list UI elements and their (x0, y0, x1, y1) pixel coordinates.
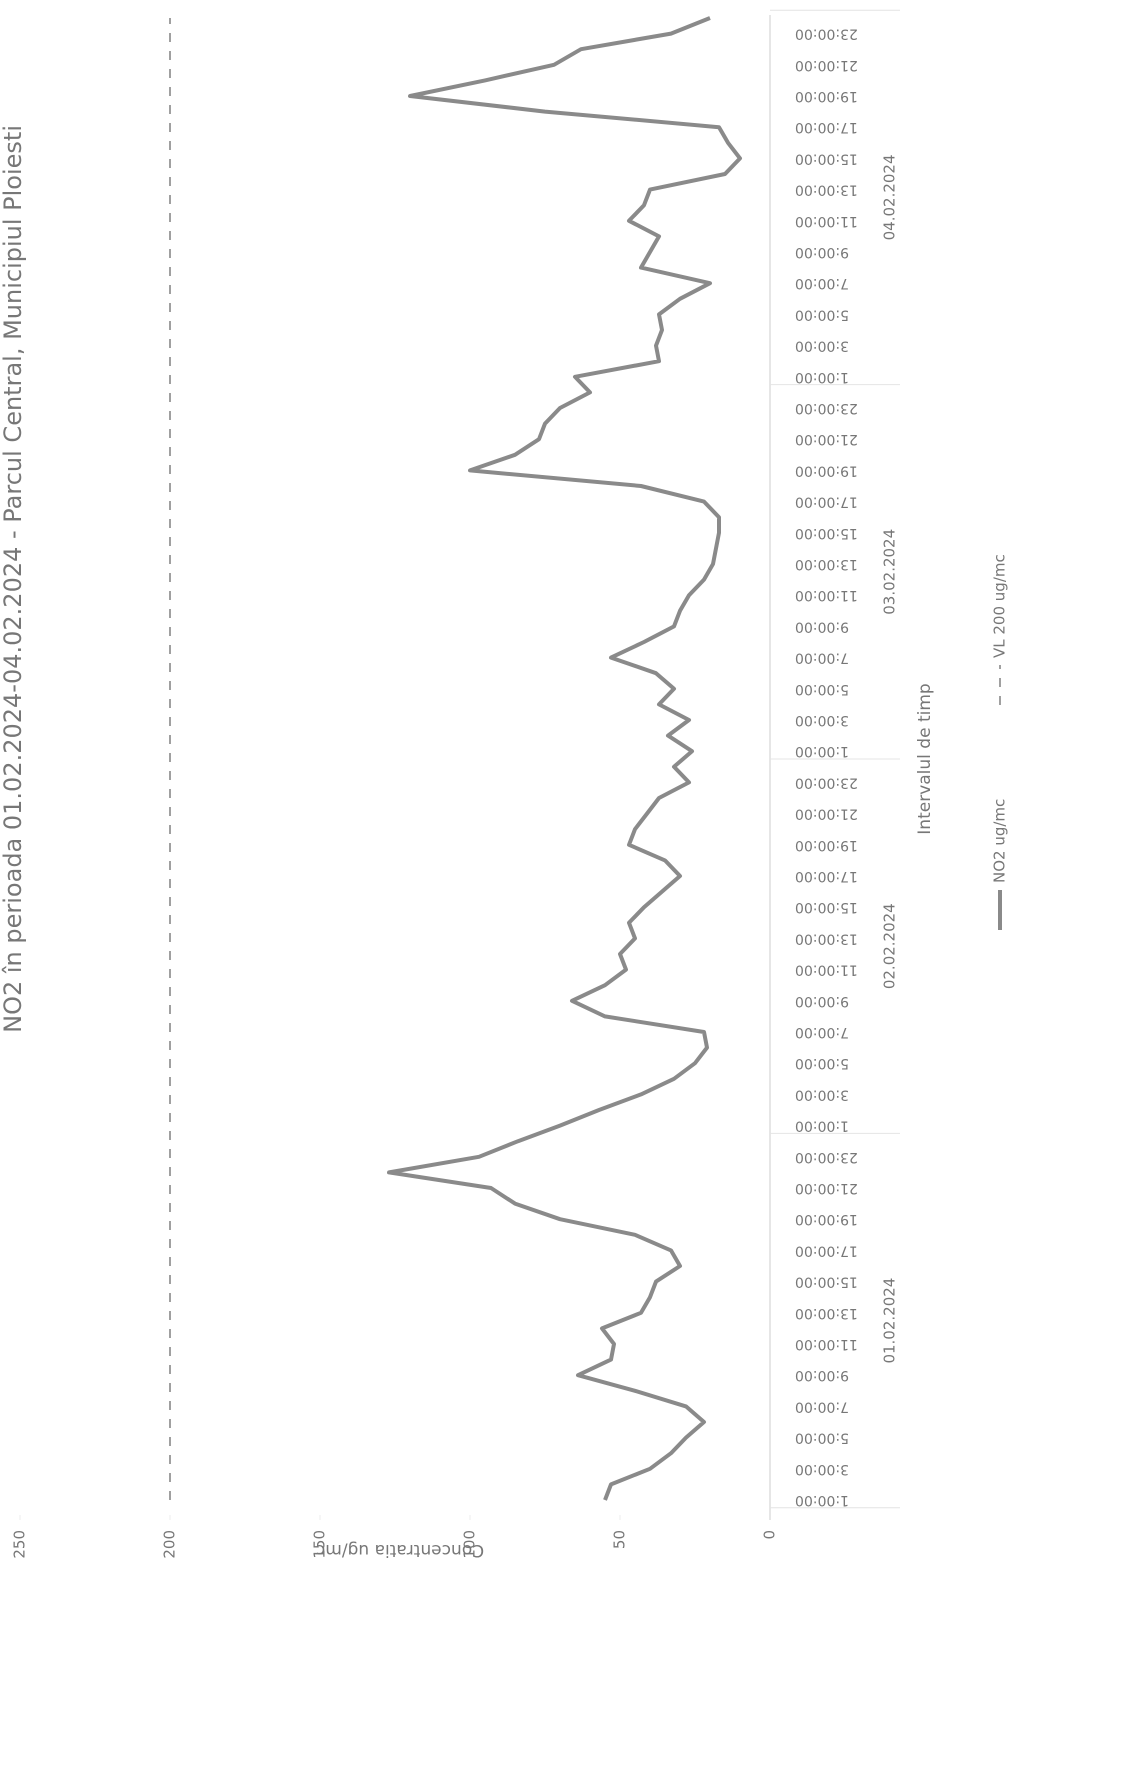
group-label: 04.02.2024 (881, 154, 899, 240)
chart-title: NO2 în perioada 01.02.2024-04.02.2024 - … (0, 125, 27, 1033)
x-tick-label: 19:00:00 (795, 1211, 858, 1227)
x-tick-label: 7:00:00 (795, 650, 849, 666)
x-tick-label: 9:00:00 (795, 244, 849, 260)
x-tick-label: 5:00:00 (795, 306, 849, 322)
x-tick-label: 11:00:00 (795, 587, 858, 603)
rotated-chart: NO2 în perioada 01.02.2024-04.02.2024 - … (0, 9, 1009, 1560)
x-tick-label: 23:00:00 (795, 1149, 858, 1165)
x-tick-label: 13:00:00 (795, 930, 858, 946)
x-tick-label: 5:00:00 (795, 1055, 849, 1071)
data-line (387, 16, 742, 1501)
y-tick-label: 250 (11, 1530, 29, 1559)
x-tick-label: 3:00:00 (795, 712, 849, 728)
x-tick-label: 23:00:00 (795, 26, 858, 42)
x-tick-label: 1:00:00 (795, 1118, 849, 1134)
x-tick-label: 5:00:00 (795, 1430, 849, 1446)
x-tick-label: 3:00:00 (795, 1086, 849, 1102)
x-axis-title: Intervalul de timp (915, 683, 935, 834)
x-tick-label: 15:00:00 (795, 525, 858, 541)
y-tick-label: 200 (161, 1530, 179, 1559)
y-tick-label: 100 (461, 1530, 479, 1559)
x-tick-label: 3:00:00 (795, 1461, 849, 1477)
group-label: 03.02.2024 (881, 529, 899, 615)
x-tick-label: 19:00:00 (795, 462, 858, 478)
x-tick-label: 17:00:00 (795, 868, 858, 884)
x-tick-label: 17:00:00 (795, 119, 858, 135)
x-tick-label: 21:00:00 (795, 431, 858, 447)
x-tick-label: 9:00:00 (795, 993, 849, 1009)
x-tick-label: 3:00:00 (795, 338, 849, 354)
x-tick-label: 7:00:00 (795, 1024, 849, 1040)
x-tick-label: 1:00:00 (795, 743, 849, 759)
x-tick-label: 23:00:00 (795, 774, 858, 790)
x-tick-label: 17:00:00 (795, 1242, 858, 1258)
x-tick-label: 9:00:00 (795, 618, 849, 634)
x-tick-label: 13:00:00 (795, 556, 858, 572)
legend-label: VL 200 ug/mc (991, 554, 1009, 658)
x-tick-label: 11:00:00 (795, 1336, 858, 1352)
x-tick-label: 23:00:00 (795, 400, 858, 416)
x-tick-label: 13:00:00 (795, 1305, 858, 1321)
x-tick-label: 19:00:00 (795, 88, 858, 104)
x-tick-label: 11:00:00 (795, 962, 858, 978)
x-tick-label: 11:00:00 (795, 213, 858, 229)
x-tick-label: 13:00:00 (795, 182, 858, 198)
x-tick-label: 17:00:00 (795, 494, 858, 510)
group-label: 01.02.2024 (881, 1278, 899, 1364)
x-tick-label: 5:00:00 (795, 681, 849, 697)
x-tick-label: 21:00:00 (795, 57, 858, 73)
x-tick-label: 15:00:00 (795, 899, 858, 915)
x-tick-label: 15:00:00 (795, 150, 858, 166)
x-tick-label: 9:00:00 (795, 1367, 849, 1383)
x-tick-label: 15:00:00 (795, 1274, 858, 1290)
x-tick-label: 21:00:00 (795, 1180, 858, 1196)
group-label: 02.02.2024 (881, 903, 899, 989)
legend-label: NO2 ug/mc (991, 799, 1009, 883)
x-tick-label: 19:00:00 (795, 837, 858, 853)
x-tick-label: 7:00:00 (795, 275, 849, 291)
x-tick-label: 21:00:00 (795, 806, 858, 822)
y-axis-title: Concentratia ug/mc (316, 1540, 484, 1560)
x-tick-label: 1:00:00 (795, 1492, 849, 1508)
y-tick-label: 0 (761, 1530, 779, 1540)
y-tick-label: 50 (611, 1530, 629, 1549)
x-tick-label: 1:00:00 (795, 369, 849, 385)
x-tick-label: 7:00:00 (795, 1398, 849, 1414)
y-tick-label: 150 (311, 1530, 329, 1559)
